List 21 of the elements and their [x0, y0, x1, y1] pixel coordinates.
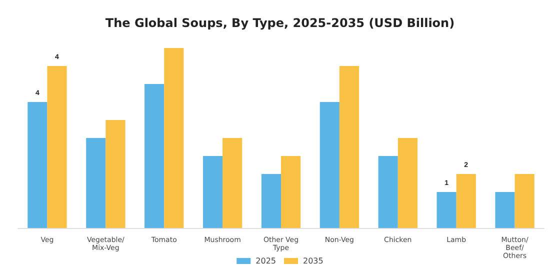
chart-title: The Global Soups, By Type, 2025-2035 (USD Billion) [105, 16, 455, 30]
legend-label: 2035 [303, 256, 324, 266]
legend-label: 2025 [256, 256, 276, 266]
bar [456, 174, 476, 228]
bar [86, 138, 106, 228]
bar [514, 174, 534, 228]
bar [202, 156, 223, 228]
bar [222, 138, 242, 228]
bar [378, 156, 398, 228]
bar [144, 84, 164, 228]
bar [339, 66, 360, 228]
bar [436, 192, 456, 228]
bar [281, 156, 301, 228]
bar [495, 192, 515, 228]
bar [164, 48, 184, 228]
bar [320, 102, 340, 228]
bar [28, 102, 48, 228]
bar [398, 138, 418, 228]
bar [261, 174, 281, 228]
bar [47, 66, 67, 228]
bar [106, 120, 126, 228]
